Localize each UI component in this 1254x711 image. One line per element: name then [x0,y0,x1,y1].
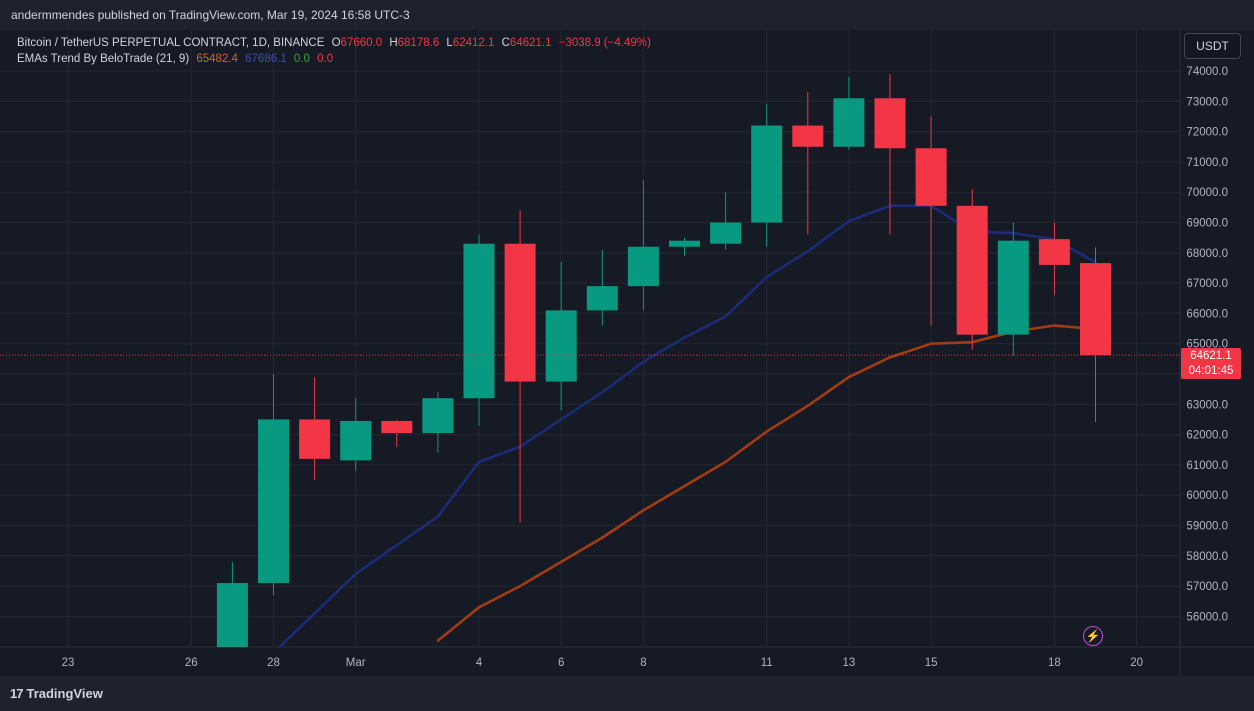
candle-body [340,420,372,461]
plot-layer [216,74,1111,647]
candle-body [1038,239,1070,265]
time-axis-label: 11 [761,657,773,669]
candle-body [833,98,865,147]
price-axis-label: 61000.0 [1186,460,1228,472]
candle-body [422,398,454,434]
high-key: H [389,37,398,49]
high-value: 68178.6 [397,37,440,49]
open-key: O [331,37,341,49]
indicator-value-4: 0.0 [317,53,334,65]
close-key: C [501,37,510,49]
price-axis-label: 71000.0 [1186,157,1228,169]
price-axis-label: 67000.0 [1186,278,1228,290]
candle-body [997,240,1029,335]
chart-area[interactable]: 74000.0 73000.0 72000.0 71000.0 70000.0 69000… [0,30,1254,676]
lightning-icon[interactable]: ⚡ [1083,626,1103,646]
footer-bar: 17 TradingView [0,676,1254,711]
time-axis-label: 26 [185,657,198,669]
indicator-legend-row[interactable]: EMAs Trend By BeloTrade (21, 9) 65482.4 … [17,51,655,67]
indicator-value-3: 0.0 [293,53,310,65]
price-axis-label: 70000.0 [1186,187,1228,199]
price-axis-label: 59000.0 [1186,521,1228,533]
candle-body [299,419,331,459]
candle-body [463,243,495,399]
price-axis-label: 63000.0 [1186,399,1228,411]
time-axis-label: 23 [62,657,75,669]
low-key: L [446,37,453,49]
price-axis-label: 68000.0 [1186,248,1228,260]
indicator-value-2: 67686.1 [245,53,287,65]
close-value: 64621.1 [509,37,552,49]
candle-body [504,243,536,382]
price-axis-label: 58000.0 [1186,551,1228,563]
indicator-value-1: 65482.4 [196,53,238,65]
price-axis-label: 72000.0 [1186,127,1228,139]
price-axis-label: 73000.0 [1186,96,1228,108]
candle-body [874,98,906,149]
candle-body [792,125,824,147]
symbol-legend-row[interactable]: Bitcoin / TetherUS PERPETUAL CONTRACT, 1… [17,35,655,51]
time-axis-label: 4 [476,657,483,669]
ema-line-2 [436,324,1097,642]
time-axis-label: 28 [267,657,280,669]
price-axis-label: 56000.0 [1186,611,1228,623]
time-axis-label: 6 [558,657,564,669]
candle-body [669,240,700,247]
price-axis-label: 66000.0 [1186,308,1228,320]
candle-body [710,222,742,244]
open-value: 67660.0 [340,37,383,49]
time-axis-label: 13 [843,657,856,669]
time-axis-label: 8 [640,657,646,669]
candle-body [956,205,988,335]
candle-body [627,246,659,287]
publisher-line: andermmendes published on TradingView.co… [11,8,410,22]
candle-body [381,420,413,434]
indicator-name[interactable]: EMAs Trend By BeloTrade (21, 9) [17,53,190,65]
tradingview-logo[interactable]: 17 TradingView [10,686,103,701]
price-axis-label: 60000.0 [1186,490,1228,502]
time-axis-label: 20 [1130,657,1143,669]
change-value: −3038.9 (−4.49%) [558,37,651,49]
last-price-label: 64621.1 04:01:45 [1181,348,1241,379]
symbol-name[interactable]: Bitcoin / TetherUS PERPETUAL CONTRACT, 1… [17,37,325,49]
candle-body [1080,263,1111,356]
candle-body [751,125,783,223]
candle-body [915,148,947,206]
time-axis-label: 18 [1048,657,1061,669]
tradingview-brand: TradingView [26,686,103,701]
price-axis-label: 57000.0 [1186,581,1228,593]
low-value: 62412.1 [452,37,495,49]
candle-body [216,583,248,647]
price-chart[interactable]: 74000.0 73000.0 72000.0 71000.0 70000.0 69000… [0,30,1254,676]
bar-countdown: 04:01:45 [1188,365,1234,377]
currency-button[interactable]: USDT [1184,33,1241,59]
price-axis-label: 62000.0 [1186,430,1228,442]
time-axis-label: 15 [925,657,938,669]
candle-body [258,419,289,584]
price-axis-label: 69000.0 [1186,218,1228,230]
tradingview-mark-icon: 17 [10,686,24,701]
candle-body [545,310,577,382]
price-axis-label: 65000.0 [1186,339,1228,351]
price-axis-label: 74000.0 [1186,66,1228,78]
candle-body [586,286,618,311]
chart-legend: Bitcoin / TetherUS PERPETUAL CONTRACT, 1… [17,35,655,67]
last-price-value: 64621.1 [1190,350,1232,362]
time-axis-label: Mar [346,657,366,669]
publisher-bar: andermmendes published on TradingView.co… [0,0,1254,30]
